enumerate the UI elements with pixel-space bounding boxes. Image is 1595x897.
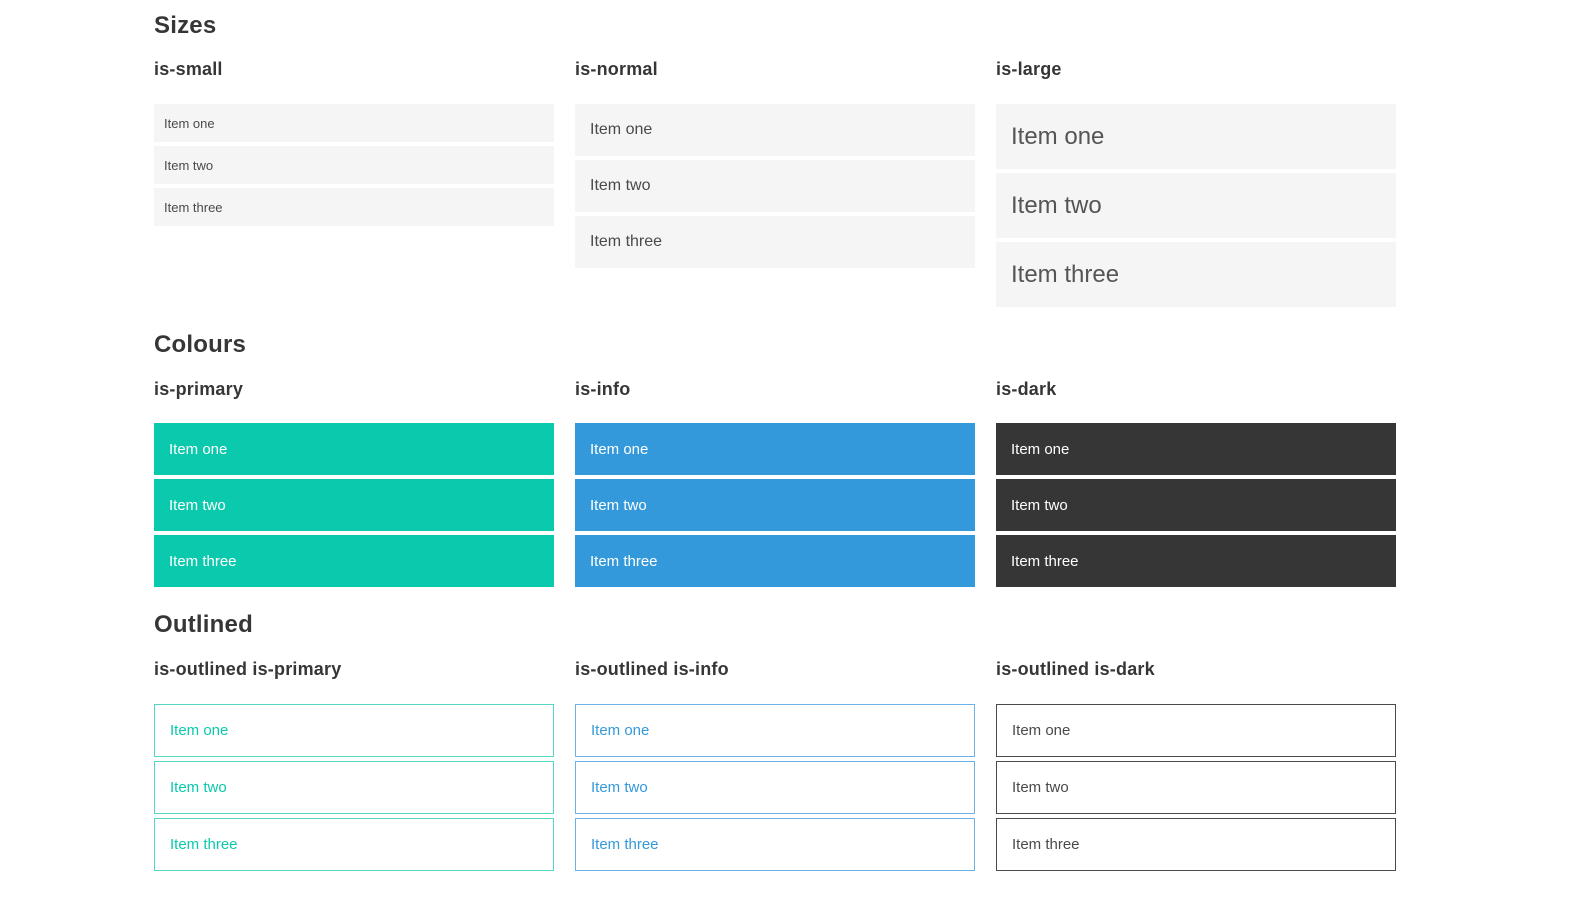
demo-column-color-info: is-info Item one Item two Item three — [575, 378, 975, 588]
list-item[interactable]: Item one — [996, 703, 1396, 757]
section-sizes: Sizes is-small Item one Item two Item three i… — [154, 12, 1396, 308]
variant-label: is-outlined is-info — [575, 658, 729, 679]
section-title: Colours — [154, 331, 247, 359]
demo-column-color-dark: is-dark Item one Item two Item three — [996, 378, 1396, 588]
columns-row: is-primary Item one Item two Item three is-i… — [154, 378, 1396, 588]
demo-column-color-primary: is-primary Item one Item two Item three — [154, 378, 554, 588]
list-item[interactable]: Item two — [575, 479, 975, 532]
item-list: Item one Item two Item three — [154, 104, 554, 227]
list-item[interactable]: Item two — [575, 160, 975, 213]
variant-label: is-dark — [996, 378, 1057, 399]
variant-label: is-outlined is-dark — [996, 658, 1155, 679]
item-list: Item one Item two Item three — [575, 703, 975, 871]
variant-label: is-small — [154, 59, 223, 80]
list-item[interactable]: Item three — [996, 242, 1396, 308]
demo-column-size-normal: is-normal Item one Item two Item three — [575, 59, 975, 269]
list-item[interactable]: Item two — [154, 760, 554, 814]
list-item[interactable]: Item three — [575, 817, 975, 871]
list-item[interactable]: Item two — [575, 760, 975, 814]
item-list: Item one Item two Item three — [996, 703, 1396, 871]
list-item[interactable]: Item one — [154, 423, 554, 476]
demo-column-outlined-info: is-outlined is-info Item one Item two Item … — [575, 658, 975, 871]
list-item[interactable]: Item one — [575, 104, 975, 157]
variant-label: is-primary — [154, 378, 244, 399]
item-list: Item one Item two Item three — [154, 423, 554, 588]
section-title: Outlined — [154, 611, 253, 639]
list-item[interactable]: Item three — [154, 535, 554, 588]
list-item[interactable]: Item one — [575, 423, 975, 476]
list-item[interactable]: Item two — [996, 479, 1396, 532]
list-item[interactable]: Item one — [575, 703, 975, 757]
item-list: Item one Item two Item three — [575, 104, 975, 269]
list-item[interactable]: Item three — [154, 188, 554, 227]
item-list: Item one Item two Item three — [575, 423, 975, 588]
section-colours: Colours is-primary Item one Item two Item th… — [154, 331, 1396, 588]
list-item[interactable]: Item three — [996, 535, 1396, 588]
section-outlined: Outlined is-outlined is-primary Item one It… — [154, 611, 1396, 871]
list-item[interactable]: Item three — [575, 535, 975, 588]
item-list: Item one Item two Item three — [154, 703, 554, 871]
item-list: Item one Item two Item three — [996, 104, 1396, 308]
list-item[interactable]: Item three — [996, 817, 1396, 871]
variant-label: is-info — [575, 378, 631, 399]
demo-column-size-small: is-small Item one Item two Item three — [154, 59, 554, 227]
variant-label: is-outlined is-primary — [154, 658, 342, 679]
columns-row: is-small Item one Item two Item three is-nor… — [154, 59, 1396, 308]
variant-label: is-normal — [575, 59, 658, 80]
list-item[interactable]: Item two — [996, 173, 1396, 239]
list-item[interactable]: Item one — [996, 104, 1396, 170]
list-item[interactable]: Item one — [154, 703, 554, 757]
demo-column-size-large: is-large Item one Item two Item three — [996, 59, 1396, 308]
columns-row: is-outlined is-primary Item one Item two It… — [154, 658, 1396, 871]
demo-column-outlined-dark: is-outlined is-dark Item one Item two Item … — [996, 658, 1396, 871]
demo-column-outlined-primary: is-outlined is-primary Item one Item two It… — [154, 658, 554, 871]
list-item[interactable]: Item three — [154, 817, 554, 871]
list-item[interactable]: Item one — [996, 423, 1396, 476]
section-title: Sizes — [154, 12, 217, 39]
list-item[interactable]: Item two — [154, 479, 554, 532]
list-item[interactable]: Item one — [154, 104, 554, 143]
list-item[interactable]: Item two — [154, 146, 554, 185]
item-list: Item one Item two Item three — [996, 423, 1396, 588]
list-item[interactable]: Item two — [996, 760, 1396, 814]
component-demo-page: Sizes is-small Item one Item two Item three i… — [154, 12, 1396, 871]
variant-label: is-large — [996, 59, 1062, 80]
list-item[interactable]: Item three — [575, 216, 975, 269]
